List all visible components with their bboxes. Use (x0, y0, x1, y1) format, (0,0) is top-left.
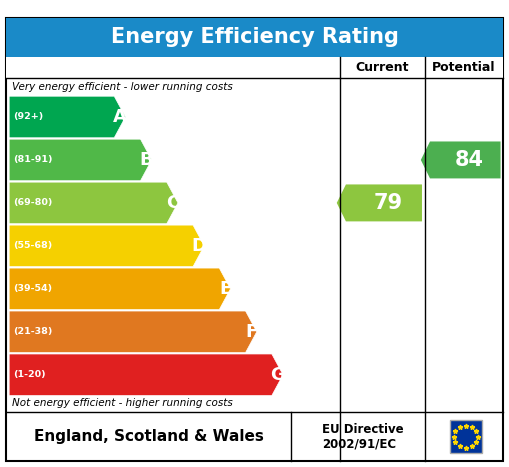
Text: Not energy efficient - higher running costs: Not energy efficient - higher running co… (12, 398, 233, 408)
Text: A: A (114, 108, 127, 126)
Text: (21-38): (21-38) (13, 327, 52, 336)
Bar (6, 57, 503, 78)
Polygon shape (9, 96, 125, 138)
Text: 84: 84 (455, 150, 484, 170)
Text: 79: 79 (374, 193, 403, 213)
Bar (6, 18, 503, 57)
Polygon shape (337, 184, 422, 221)
Text: (81-91): (81-91) (13, 156, 53, 164)
Text: E: E (219, 280, 232, 298)
Text: G: G (270, 366, 286, 384)
Text: EU Directive
2002/91/EC: EU Directive 2002/91/EC (322, 423, 403, 451)
Text: England, Scotland & Wales: England, Scotland & Wales (34, 429, 264, 444)
Text: Potential: Potential (432, 61, 495, 74)
Text: (1-20): (1-20) (13, 370, 46, 379)
Text: (55-68): (55-68) (13, 241, 52, 250)
Text: Very energy efficient - lower running costs: Very energy efficient - lower running co… (12, 82, 233, 92)
Text: C: C (166, 194, 180, 212)
Text: (39-54): (39-54) (13, 284, 52, 293)
Polygon shape (9, 354, 283, 396)
Polygon shape (9, 268, 231, 310)
Text: D: D (191, 237, 207, 255)
Polygon shape (421, 142, 500, 178)
Text: (92+): (92+) (13, 113, 43, 121)
Text: (69-80): (69-80) (13, 198, 52, 207)
Polygon shape (9, 139, 152, 181)
Text: B: B (140, 151, 153, 169)
Text: Energy Efficiency Rating: Energy Efficiency Rating (110, 28, 399, 47)
Polygon shape (9, 225, 204, 267)
Polygon shape (9, 182, 178, 224)
Text: F: F (245, 323, 258, 341)
Polygon shape (9, 311, 257, 353)
Bar (450, 420, 482, 453)
Text: Current: Current (355, 61, 409, 74)
